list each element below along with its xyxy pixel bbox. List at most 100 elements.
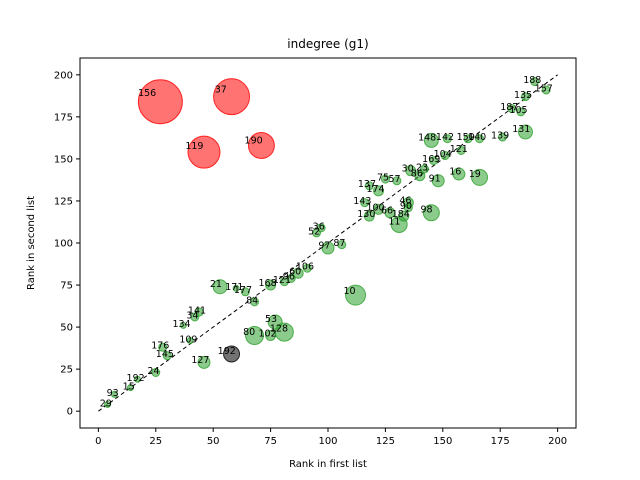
data-point [212, 279, 228, 295]
data-point [292, 267, 304, 279]
data-point [158, 342, 168, 352]
point-label: 98 [420, 205, 432, 216]
plot-frame [79, 57, 577, 429]
x-tick-label: 150 [433, 436, 452, 447]
data-point [423, 132, 439, 148]
y-tick-label: 125 [54, 196, 73, 207]
data-point [133, 375, 141, 383]
point-label: 174 [366, 184, 384, 195]
point-label: 150 [457, 132, 475, 143]
point-label: 143 [353, 196, 371, 207]
y-tick-label: 25 [60, 365, 73, 376]
point-label: 121 [273, 275, 291, 286]
point-label: 176 [151, 341, 169, 352]
y-axis-title: Rank in second list [26, 196, 37, 290]
point-label: 140 [468, 132, 486, 143]
data-point [151, 368, 161, 377]
data-point [197, 355, 211, 369]
point-label: 142 [436, 132, 454, 143]
point-label: 16 [449, 167, 461, 178]
data-point [245, 326, 265, 345]
point-label: 157 [535, 83, 553, 94]
point-label: 96 [283, 272, 295, 283]
point-label: 145 [156, 349, 174, 360]
x-tick-label: 175 [491, 436, 510, 447]
data-point [345, 284, 367, 306]
point-label: 11 [388, 216, 400, 227]
point-label: 36 [313, 221, 325, 232]
point-label: 15 [123, 381, 135, 392]
data-point [250, 297, 260, 307]
y-tick-label: 100 [54, 239, 73, 250]
y-tick-label: 0 [67, 407, 73, 418]
y-tick-label: 150 [54, 154, 73, 165]
point-label: 97 [318, 241, 330, 252]
data-point [360, 198, 370, 208]
point-label: 121 [450, 144, 468, 155]
point-label: 139 [491, 130, 509, 141]
point-label: 184 [392, 209, 410, 220]
point-label: 192 [218, 346, 236, 357]
data-point [392, 176, 402, 186]
point-label: 75 [377, 172, 389, 183]
y-tick-label: 75 [60, 281, 73, 292]
point-label: 134 [172, 319, 190, 330]
point-label: 102 [259, 329, 277, 340]
data-point [186, 337, 194, 345]
x-tick-label: 75 [264, 436, 277, 447]
data-point [402, 197, 414, 209]
data-point [541, 85, 551, 95]
data-point [507, 103, 517, 113]
data-point [274, 322, 294, 342]
data-point [414, 170, 426, 182]
data-point [286, 273, 296, 283]
point-label: 87 [333, 238, 345, 249]
point-label: 21 [210, 279, 222, 290]
point-label: 135 [514, 90, 532, 101]
point-label: 131 [512, 124, 530, 135]
chart-title: indegree (g1) [287, 37, 368, 51]
data-point [517, 124, 533, 140]
point-label: 168 [259, 278, 277, 289]
point-label: 171 [225, 282, 243, 293]
point-label: 66 [381, 206, 393, 217]
point-label: 109 [179, 334, 197, 345]
data-point [452, 167, 466, 181]
x-tick-label: 50 [207, 436, 220, 447]
data-point [380, 174, 390, 184]
data-point [471, 168, 489, 186]
data-point [373, 203, 385, 215]
point-label: 10 [344, 286, 356, 297]
data-point [179, 321, 187, 329]
data-point [110, 390, 118, 398]
data-point [223, 345, 241, 363]
point-label: 137 [358, 179, 376, 190]
point-label: 24 [147, 366, 159, 377]
point-label: 90 [400, 201, 412, 212]
data-point [162, 351, 172, 361]
point-label: 60 [289, 266, 301, 277]
x-axis-title: Rank in first list [289, 459, 367, 470]
data-point [187, 135, 221, 169]
data-point [247, 131, 275, 159]
data-point [232, 284, 240, 292]
point-label: 190 [245, 135, 263, 146]
point-label: 128 [270, 324, 288, 335]
x-tick-label: 200 [548, 436, 567, 447]
x-tick-label: 0 [95, 436, 101, 447]
point-label: 188 [523, 75, 541, 86]
point-label: 148 [418, 133, 436, 144]
data-point [516, 107, 526, 117]
point-label: 53 [265, 314, 277, 325]
point-label: 104 [434, 149, 452, 160]
data-point [337, 240, 347, 250]
data-point [384, 207, 396, 219]
point-label: 192 [127, 373, 145, 384]
point-label: 19 [469, 169, 481, 180]
y-tick-label: 50 [60, 323, 73, 334]
point-label: 29 [100, 398, 112, 409]
point-label: 84 [246, 295, 258, 306]
point-label: 169 [422, 154, 440, 165]
data-point [463, 134, 473, 144]
